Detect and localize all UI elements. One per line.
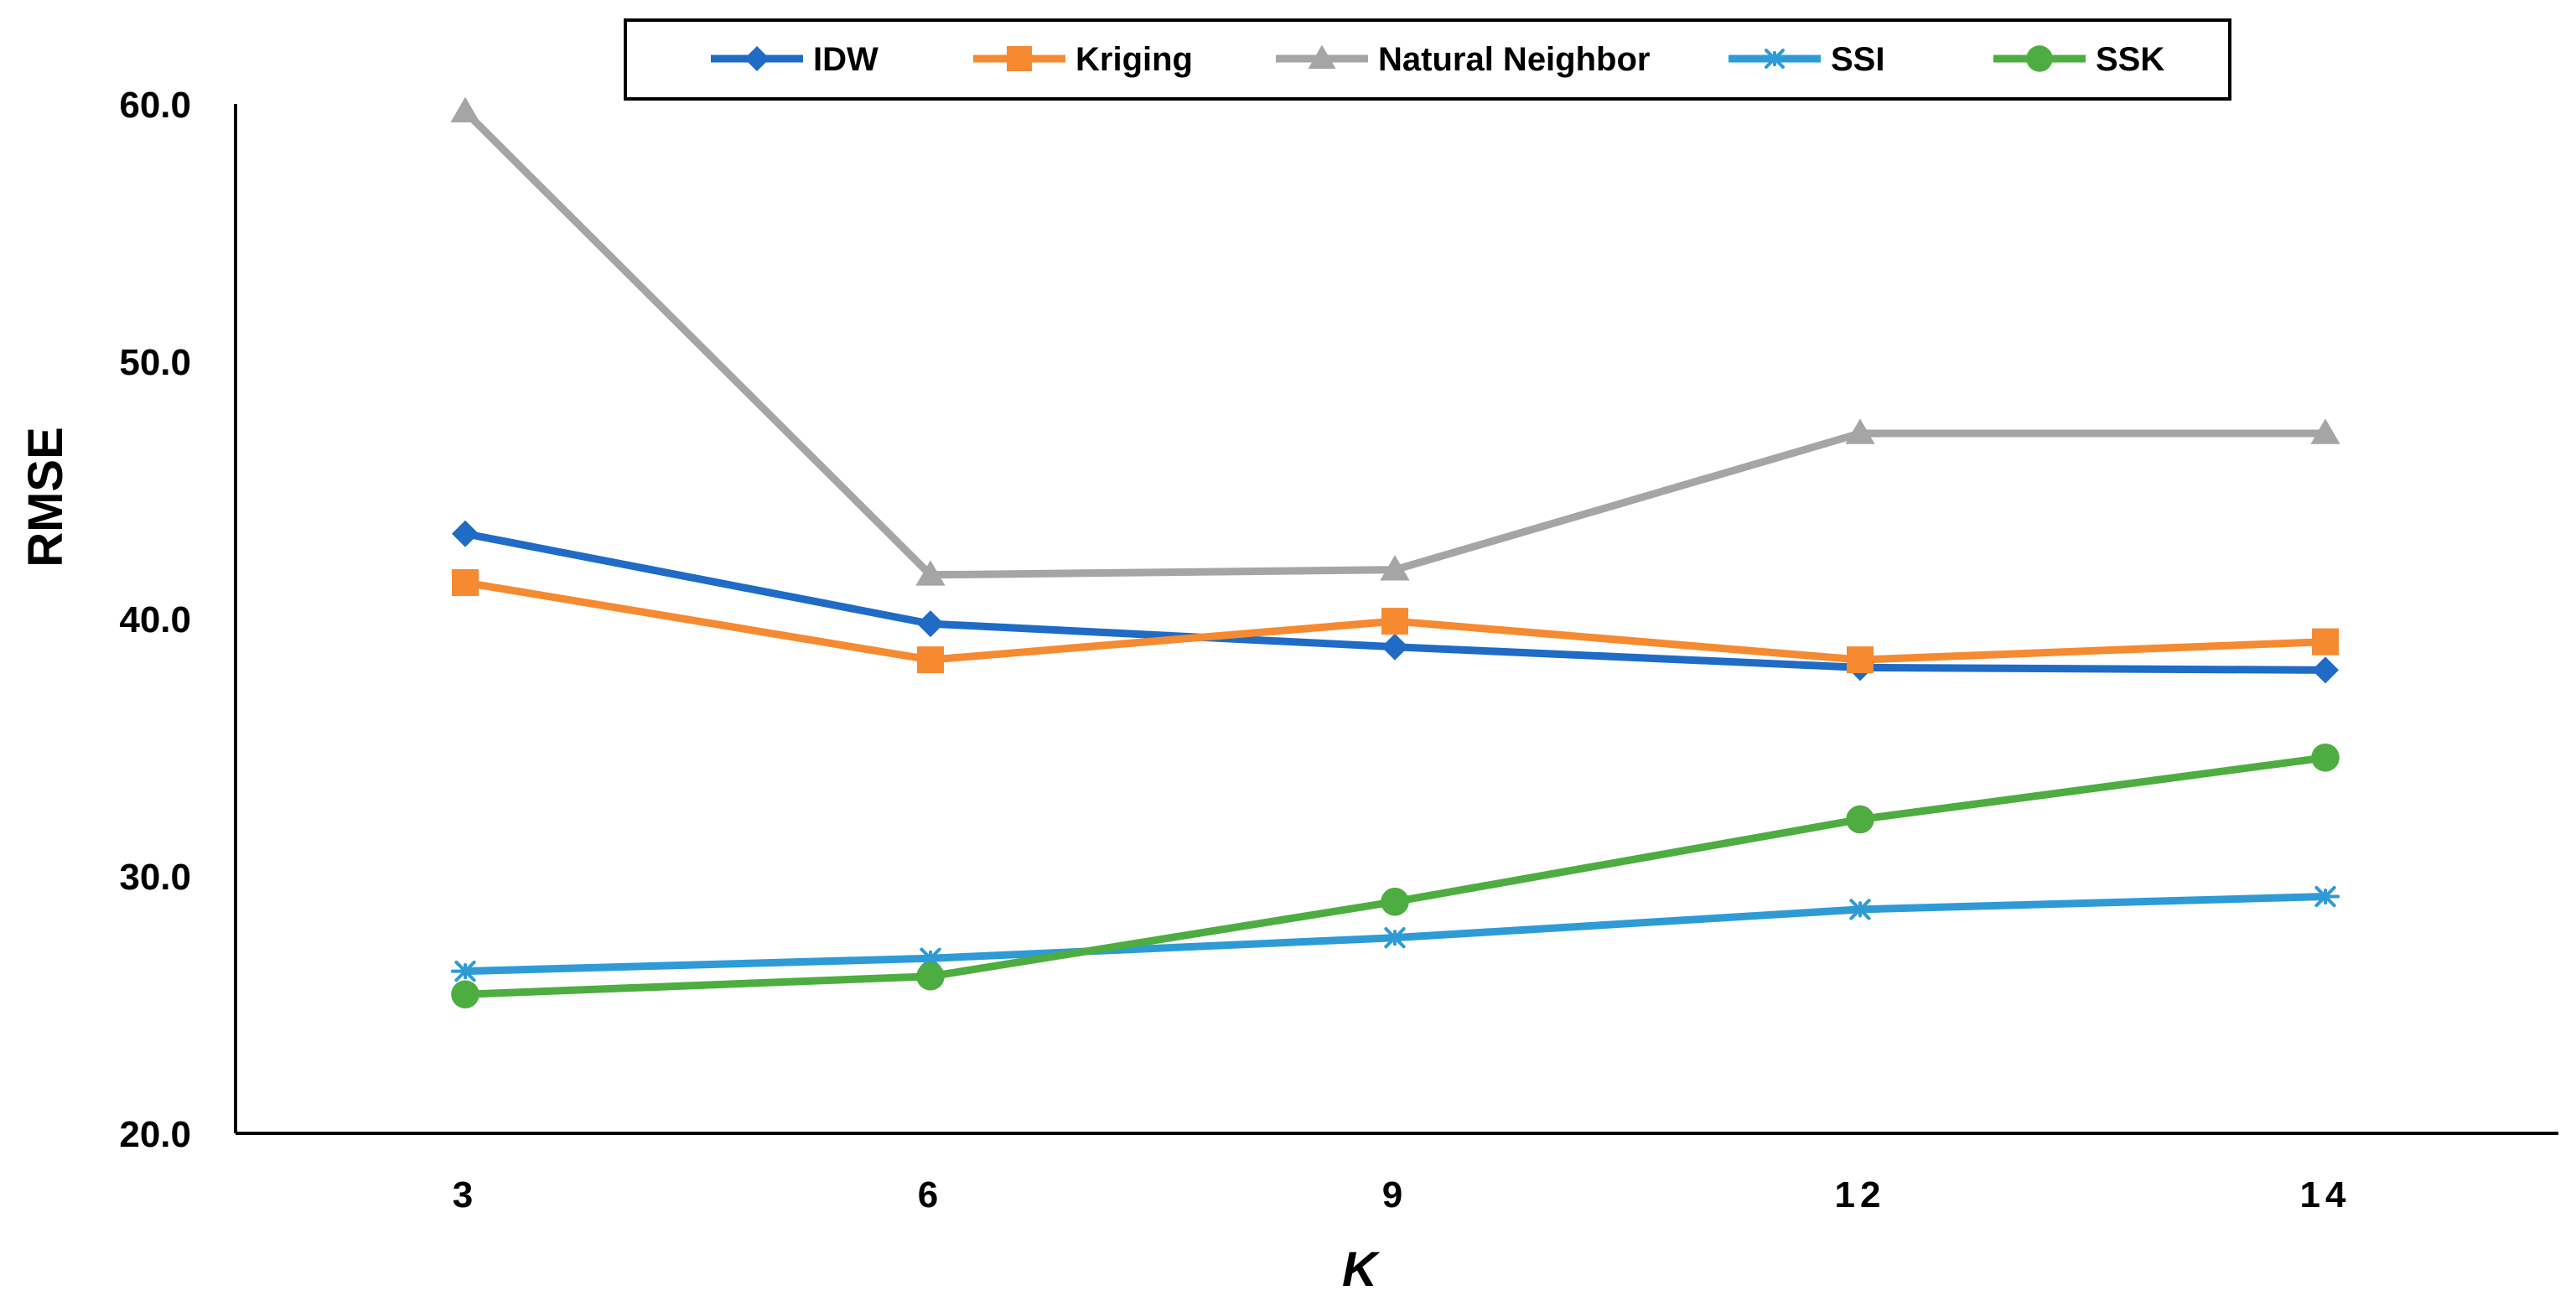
axes bbox=[234, 104, 2558, 1135]
legend-marker-natural-neighbor bbox=[1308, 44, 1336, 69]
series-idw bbox=[452, 520, 2339, 684]
x-axis-title: K bbox=[1342, 1242, 1381, 1297]
x-tick-label: 12 bbox=[1835, 1174, 1886, 1215]
data-point-natural-neighbor bbox=[915, 560, 946, 586]
legend-item-ssi: SSI bbox=[1729, 41, 1884, 78]
data-point-ssi bbox=[2310, 885, 2340, 908]
data-point-ssk bbox=[2311, 743, 2340, 772]
series-line-natural-neighbor bbox=[461, 107, 2330, 579]
legend-item-ssk: SSK bbox=[1993, 41, 2164, 78]
data-point-kriging bbox=[1381, 608, 1408, 635]
legend-item-idw: IDW bbox=[711, 41, 879, 78]
legend-marker-idw bbox=[744, 46, 770, 71]
series-ssk bbox=[451, 743, 2340, 1009]
y-tick-label: 50.0 bbox=[119, 342, 191, 383]
legend-box bbox=[624, 18, 2231, 101]
series-natural-neighbor bbox=[450, 96, 2340, 586]
data-point-kriging bbox=[1847, 646, 1874, 674]
y-tick-label: 20.0 bbox=[119, 1114, 191, 1155]
legend-marker-ssk bbox=[2026, 45, 2053, 72]
data-point-ssi bbox=[450, 960, 480, 982]
series-ssi bbox=[450, 885, 2340, 982]
legend-marker-kriging bbox=[1007, 46, 1032, 71]
data-point-natural-neighbor bbox=[450, 96, 480, 123]
data-point-kriging bbox=[917, 646, 944, 674]
data-point-ssi bbox=[1380, 927, 1410, 949]
x-tick-label: 14 bbox=[2300, 1174, 2351, 1215]
x-tick-label: 9 bbox=[1382, 1174, 1407, 1215]
y-axis-title: RMSE bbox=[18, 427, 73, 567]
y-tick-label: 40.0 bbox=[119, 599, 191, 640]
series-layer bbox=[450, 96, 2340, 1009]
x-tick-labels: 3 6 9 12 14 bbox=[453, 1174, 2351, 1215]
data-point-idw bbox=[1381, 633, 1408, 661]
legend-marker-ssi bbox=[1760, 49, 1789, 69]
data-point-kriging bbox=[2312, 628, 2339, 656]
data-point-natural-neighbor bbox=[2310, 418, 2340, 444]
y-tick-label: 30.0 bbox=[119, 857, 191, 898]
legend-item-kriging: Kriging bbox=[973, 41, 1193, 78]
data-point-idw bbox=[2312, 656, 2339, 684]
x-tick-label: 3 bbox=[453, 1174, 478, 1215]
data-point-ssk bbox=[1846, 805, 1874, 834]
legend-label-ssk: SSK bbox=[2096, 41, 2164, 78]
data-point-ssk bbox=[916, 961, 945, 991]
legend-label-idw: IDW bbox=[813, 41, 879, 78]
data-point-natural-neighbor bbox=[1380, 555, 1410, 581]
series-line-ssk bbox=[461, 754, 2330, 998]
legend: IDW Kriging Natural Neighbor SSI SSK bbox=[624, 18, 2231, 101]
data-point-ssi bbox=[1845, 899, 1875, 920]
x-tick-label: 6 bbox=[918, 1174, 943, 1215]
y-tick-labels: 20.0 30.0 40.0 50.0 60.0 bbox=[119, 85, 191, 1155]
legend-label-natural-neighbor: Natural Neighbor bbox=[1378, 41, 1650, 78]
data-point-natural-neighbor bbox=[1845, 418, 1875, 444]
data-point-kriging bbox=[452, 569, 479, 597]
legend-label-ssi: SSI bbox=[1831, 41, 1884, 78]
data-point-ssk bbox=[1381, 887, 1409, 916]
data-point-idw bbox=[917, 610, 944, 638]
y-tick-label: 60.0 bbox=[119, 85, 191, 126]
legend-item-natural-neighbor: Natural Neighbor bbox=[1276, 41, 1650, 78]
series-kriging bbox=[452, 569, 2339, 674]
legend-label-kriging: Kriging bbox=[1075, 41, 1193, 78]
data-point-ssk bbox=[451, 980, 479, 1009]
data-point-idw bbox=[452, 520, 479, 547]
